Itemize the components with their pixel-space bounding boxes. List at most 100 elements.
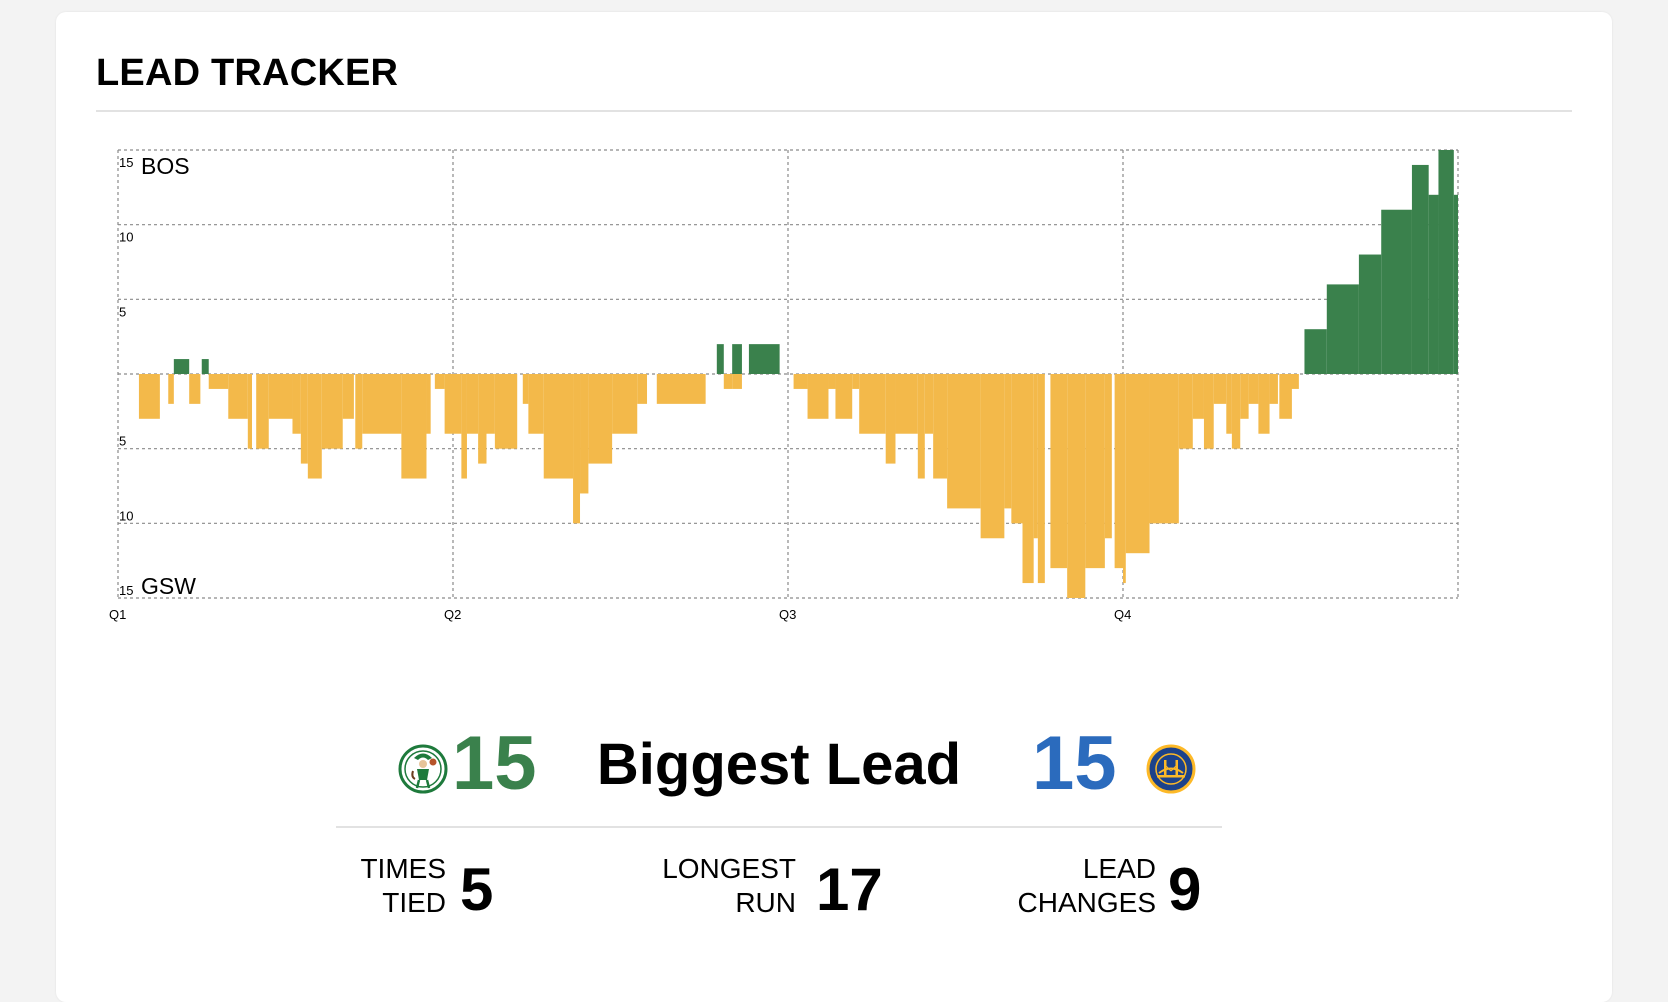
bos-lead-bar bbox=[1304, 329, 1327, 374]
gsw-lead-bar bbox=[478, 374, 487, 464]
gsw-lead-bar bbox=[528, 374, 544, 434]
quarter-tick-label: Q3 bbox=[779, 607, 796, 622]
gsw-lead-bar bbox=[256, 374, 269, 449]
gsw-lead-bar bbox=[1050, 374, 1068, 569]
gsw-lead-bar bbox=[1178, 374, 1193, 449]
gsw-lead-bar bbox=[1192, 374, 1204, 419]
gsw-lead-bar bbox=[1149, 374, 1179, 524]
gsw-lead-bar bbox=[1114, 374, 1123, 569]
gsw-biggest-lead: 15 bbox=[1032, 721, 1117, 806]
stats-divider bbox=[336, 826, 1222, 828]
gsw-lead-bar bbox=[580, 374, 589, 494]
gsw-lead-bar bbox=[426, 374, 431, 434]
times-tied-value: 5 bbox=[460, 856, 494, 923]
gsw-lead-bar bbox=[1033, 374, 1038, 539]
gsw-lead-bar bbox=[1104, 374, 1112, 539]
team-label-top: BOS bbox=[141, 153, 190, 179]
gsw-lead-bar bbox=[1011, 374, 1023, 524]
gsw-lead-bar bbox=[1037, 374, 1045, 584]
bos-lead-bar bbox=[1453, 194, 1458, 374]
gsw-lead-bar bbox=[522, 374, 529, 404]
chart-labels: 15 10 5 5 10 15 BOS GSW Q1 Q2 Q3 Q4 bbox=[109, 153, 1131, 622]
gsw-lead-bar bbox=[612, 374, 638, 434]
gsw-lead-bar bbox=[933, 374, 948, 479]
quarter-tick-label: Q1 bbox=[109, 607, 126, 622]
lead-changes-label: LEAD CHANGES bbox=[1017, 853, 1156, 918]
gsw-lead-bar bbox=[1213, 374, 1227, 404]
y-tick-label: 15 bbox=[119, 583, 133, 598]
gsw-lead-bar bbox=[494, 374, 518, 449]
bos-lead-bar bbox=[1411, 164, 1429, 374]
gsw-lead-bar bbox=[168, 374, 174, 404]
gsw-lead-bar bbox=[543, 374, 574, 479]
biggest-lead-label: Biggest Lead bbox=[596, 732, 962, 797]
times-tied-label: TIMES TIED bbox=[360, 853, 446, 918]
gsw-lead-bar bbox=[466, 374, 479, 434]
gsw-lead-bar bbox=[1123, 374, 1126, 584]
gsw-lead-bar bbox=[1248, 374, 1259, 404]
gsw-lead-bar bbox=[793, 374, 808, 389]
gsw-lead-bar bbox=[292, 374, 301, 434]
gsw-lead-bar bbox=[980, 374, 1005, 539]
gsw-lead-bar bbox=[247, 374, 252, 449]
gsw-lead-bar bbox=[828, 374, 836, 389]
gsw-lead-bar bbox=[138, 374, 160, 419]
gsw-lead-bar bbox=[588, 374, 613, 464]
quarter-tick-label: Q4 bbox=[1114, 607, 1131, 622]
bos-lead-bar bbox=[201, 359, 209, 374]
gsw-lead-bar bbox=[917, 374, 925, 479]
bos-lead-bar bbox=[1428, 194, 1439, 374]
bos-biggest-lead: 15 bbox=[452, 721, 537, 806]
gsw-lead-bar bbox=[723, 374, 733, 389]
gsw-lead-bar bbox=[573, 374, 581, 524]
gsw-lead-bar bbox=[859, 374, 886, 434]
y-tick-label: 15 bbox=[119, 155, 133, 170]
gsw-lead-bar bbox=[1240, 374, 1249, 419]
biggest-lead-row: 15 Biggest Lead 15 bbox=[336, 718, 1222, 828]
gsw-lead-bar bbox=[895, 374, 918, 434]
longest-run-label: LONGEST RUN bbox=[662, 853, 796, 918]
quarter-tick-label: Q2 bbox=[444, 607, 461, 622]
bos-lead-bar bbox=[1381, 209, 1412, 374]
gsw-lead-bar bbox=[1004, 374, 1012, 509]
gsw-lead-bar bbox=[461, 374, 467, 479]
bos-lead-bar bbox=[1326, 284, 1359, 374]
gsw-lead-bar bbox=[307, 374, 322, 479]
warriors-logo-icon bbox=[1146, 744, 1196, 794]
gsw-lead-bar bbox=[342, 374, 354, 419]
lead-bars bbox=[138, 150, 1458, 598]
gsw-lead-bar bbox=[355, 374, 363, 449]
bos-lead-bar bbox=[732, 344, 742, 374]
bos-lead-bar bbox=[716, 344, 724, 374]
y-tick-label: 5 bbox=[119, 304, 126, 319]
gsw-lead-bar bbox=[656, 374, 706, 404]
gsw-lead-bar bbox=[189, 374, 201, 404]
lead-changes-value: 9 bbox=[1168, 856, 1202, 923]
gsw-lead-bar bbox=[1269, 374, 1278, 404]
gsw-lead-bar bbox=[1125, 374, 1150, 554]
y-tick-label: 10 bbox=[119, 230, 133, 245]
y-tick-label: 5 bbox=[119, 434, 126, 449]
celtics-logo-icon bbox=[398, 744, 448, 794]
gsw-lead-bar bbox=[1226, 374, 1232, 434]
y-tick-label: 10 bbox=[119, 508, 133, 523]
game-stats: 15 Biggest Lead 15 TIMES TIED 5 LONGEST … bbox=[336, 718, 1222, 920]
gsw-lead-bar bbox=[924, 374, 934, 434]
gsw-lead-bar bbox=[401, 374, 427, 479]
gsw-lead-bar bbox=[885, 374, 896, 464]
gsw-lead-bar bbox=[732, 374, 742, 389]
gsw-lead-bar bbox=[807, 374, 829, 419]
gsw-lead-bar bbox=[637, 374, 648, 404]
gsw-lead-bar bbox=[321, 374, 343, 449]
team-label-bottom: GSW bbox=[141, 573, 196, 599]
bos-lead-bar bbox=[173, 359, 190, 374]
gsw-lead-bar bbox=[362, 374, 402, 434]
bos-lead-bar bbox=[1358, 254, 1382, 374]
gsw-lead-bar bbox=[947, 374, 981, 509]
gsw-lead-bar bbox=[228, 374, 248, 419]
gsw-lead-bar bbox=[852, 374, 860, 389]
gsw-lead-bar bbox=[1290, 374, 1299, 389]
gsw-lead-bar bbox=[1231, 374, 1241, 449]
page-title: LEAD TRACKER bbox=[96, 52, 399, 94]
gsw-lead-bar bbox=[486, 374, 495, 434]
